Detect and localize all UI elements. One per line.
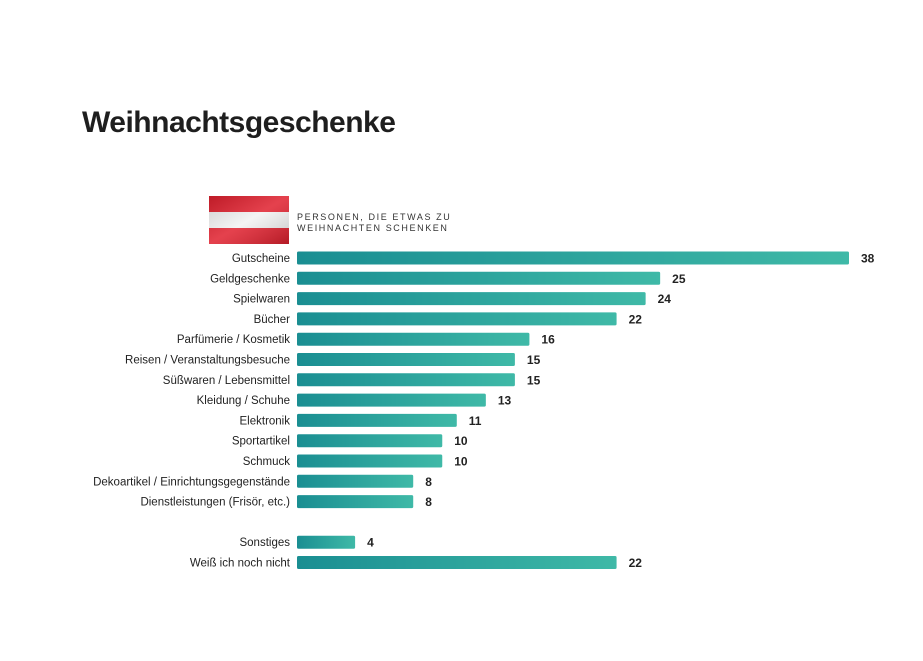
value-label: 10 xyxy=(454,455,468,469)
bar-row: Süßwaren / Lebensmittel 15 xyxy=(163,373,541,387)
chart-title: Weihnachtsgeschenke xyxy=(82,106,396,139)
bar-row: Elektronik 11 xyxy=(240,413,482,428)
bar-row: Schmuck 10 xyxy=(243,454,468,469)
value-label: 22 xyxy=(629,556,643,570)
category-label: Süßwaren / Lebensmittel xyxy=(163,375,290,387)
bar xyxy=(297,353,515,366)
value-label: 22 xyxy=(629,312,643,326)
value-label: 38 xyxy=(861,252,875,266)
bar-row: Gutscheine 38 xyxy=(232,251,875,266)
category-label: Weiß ich noch nicht xyxy=(190,558,291,570)
subtitle-text: PERSONEN, DIE ETWAS ZU WEIHNACHTEN SCHEN… xyxy=(297,212,452,233)
value-label: 11 xyxy=(469,414,482,428)
category-label: Dekoartikel / Einrichtungsgegenstände xyxy=(93,476,290,488)
category-label: Reisen / Veranstaltungsbesuche xyxy=(125,355,290,367)
category-label: Elektronik xyxy=(240,415,291,427)
value-label: 8 xyxy=(425,495,432,509)
bar-row: Bücher 22 xyxy=(254,312,643,326)
bar-row: Reisen / Veranstaltungsbesuche 15 xyxy=(125,353,541,367)
category-label: Geldgeschenke xyxy=(210,273,290,285)
bar xyxy=(297,271,661,285)
value-label: 8 xyxy=(425,475,432,489)
bar xyxy=(297,332,530,346)
bar-row: Parfümerie / Kosmetik 16 xyxy=(177,332,555,347)
bar xyxy=(297,251,849,265)
category-label: Kleidung / Schuhe xyxy=(197,395,290,407)
bar xyxy=(297,434,443,448)
category-label: Sportartikel xyxy=(232,436,290,448)
bar xyxy=(297,495,414,509)
chart-subtitle: PERSONEN, DIE ETWAS ZU WEIHNACHTEN SCHEN… xyxy=(297,212,457,234)
austria-flag-icon xyxy=(209,196,289,244)
bar-row: Kleidung / Schuhe 13 xyxy=(197,393,512,408)
category-label: Schmuck xyxy=(243,456,291,468)
bar xyxy=(297,474,414,488)
bar-row: Sportartikel 10 xyxy=(232,434,468,448)
bar-row: Dienstleistungen (Frisör, etc.) 8 xyxy=(140,495,432,509)
bar-row: Dekoartikel / Einrichtungsgegenstände 8 xyxy=(93,474,432,489)
category-label: Parfümerie / Kosmetik xyxy=(177,334,290,346)
value-label: 4 xyxy=(367,536,374,550)
category-label: Spielwaren xyxy=(233,294,290,306)
category-label: Bücher xyxy=(254,314,291,326)
category-label: Gutscheine xyxy=(232,253,290,265)
value-label: 15 xyxy=(527,373,541,387)
bar-row: Geldgeschenke 25 xyxy=(210,271,686,286)
bar-row: Spielwaren 24 xyxy=(233,292,671,306)
category-label: Sonstiges xyxy=(239,537,290,549)
bar xyxy=(297,556,617,569)
bar-row: Weiß ich noch nicht 22 xyxy=(190,556,642,570)
value-label: 10 xyxy=(454,434,468,448)
bar xyxy=(297,312,617,326)
bar xyxy=(297,292,646,306)
bar xyxy=(297,454,443,468)
category-label: Dienstleistungen (Frisör, etc.) xyxy=(140,497,290,509)
value-label: 13 xyxy=(498,394,512,408)
value-label: 15 xyxy=(527,353,541,367)
bar xyxy=(297,373,515,387)
bar xyxy=(297,393,486,407)
bar-row: Sonstiges 4 xyxy=(239,535,374,550)
bar xyxy=(297,535,356,549)
value-label: 25 xyxy=(672,272,686,286)
bar xyxy=(297,413,457,427)
value-label: 16 xyxy=(541,333,555,347)
value-label: 24 xyxy=(658,292,672,306)
